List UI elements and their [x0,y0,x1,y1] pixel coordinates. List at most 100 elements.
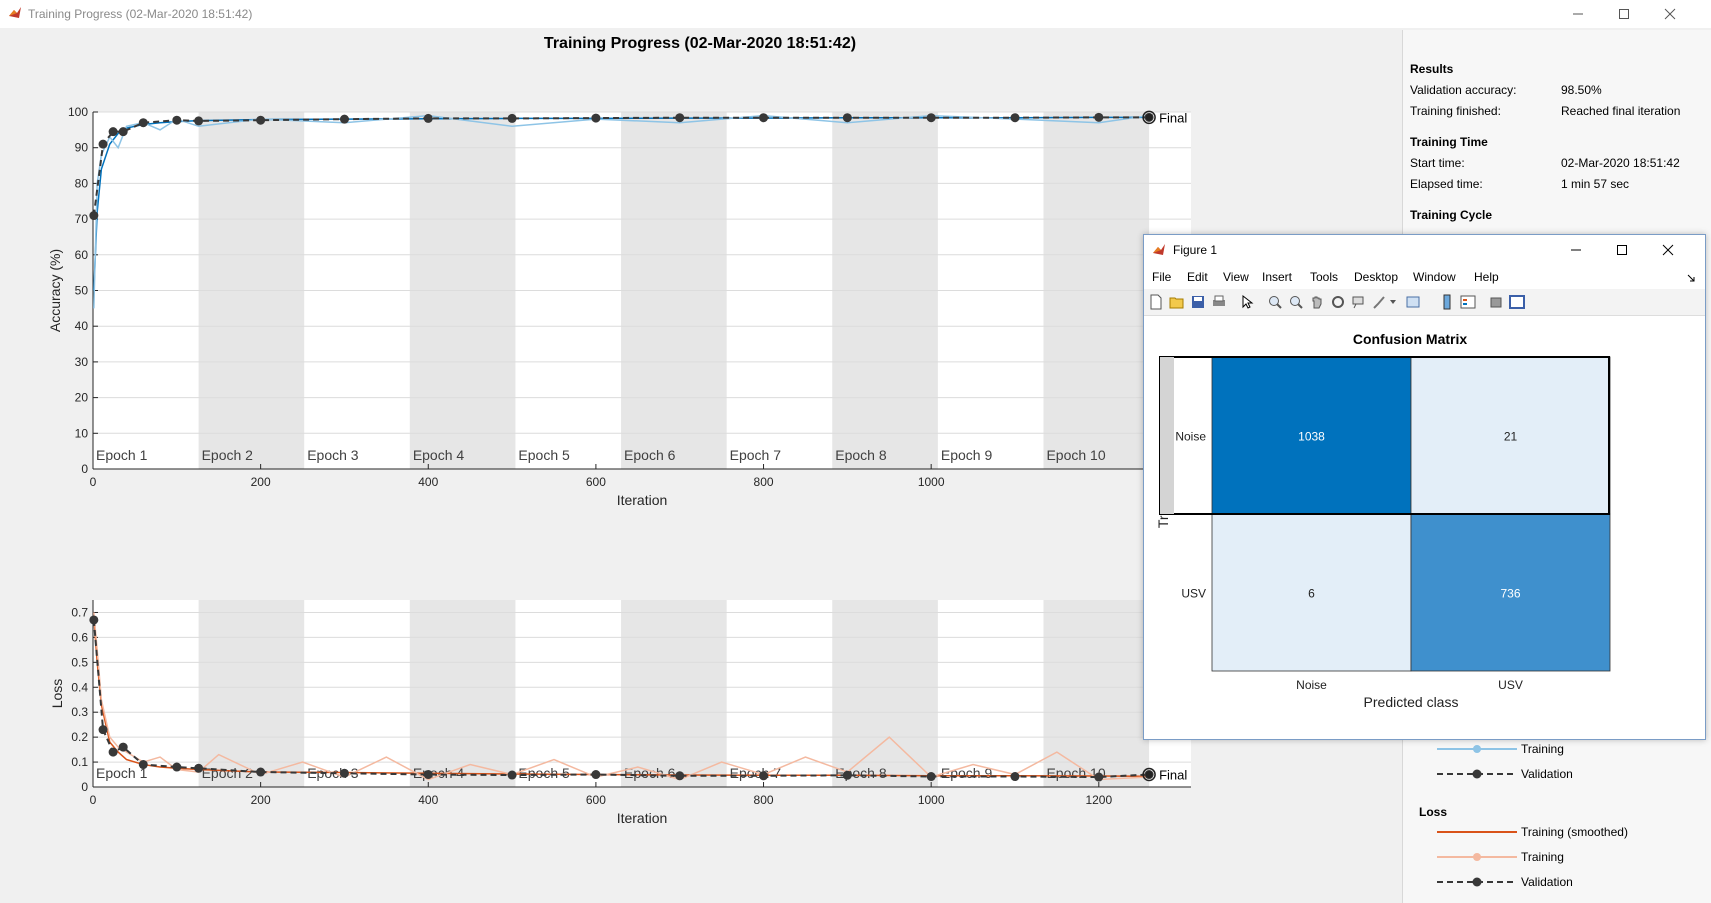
maximize-icon [1617,245,1627,255]
validation-accuracy-value: 98.50% [1561,83,1602,97]
matlab-logo-icon [9,7,21,18]
figure-menubar: File Edit View Insert Tools Desktop Wind… [1144,265,1705,289]
loss-plot[interactable]: 0 0.1 0.2 0.3 0.4 0.5 0.6 0.7 0 200 400 600 800 1000 1… [0,600,1400,903]
open-icon[interactable] [1169,294,1185,310]
figure-window[interactable]: Figure 1 File Edit View Insert Tools Des… [1143,234,1706,740]
print-icon[interactable] [1211,294,1227,310]
validation-point [675,771,685,781]
menu-desktop[interactable]: Desktop [1354,270,1399,284]
series-line [93,116,1150,291]
show-plot-tools-icon[interactable] [1509,294,1525,310]
maximize-button[interactable] [1601,0,1647,28]
legend-loss-training: Training [1521,850,1564,864]
pointer-icon[interactable] [1239,294,1255,310]
plot-title: Training Progress (02-Mar-2020 18:51:42) [543,35,857,52]
validation-point [842,770,852,780]
validation-point [118,127,128,137]
results-heading: Results [1410,62,1454,76]
validation-point [423,113,433,123]
validation-point [98,725,108,735]
menu-edit[interactable]: Edit [1187,270,1208,284]
brush-dropdown-icon[interactable] [1390,300,1396,304]
pan-icon[interactable] [1309,294,1325,310]
x-tick-label: 1000 [918,793,945,807]
validation-point [138,760,148,770]
y-tick-label: 0.6 [71,630,88,644]
validation-point [172,115,182,125]
cm-cell-value: 6 [1308,587,1315,601]
y-axis-label: Accuracy (%) [47,249,63,332]
training-finished-value: Reached final iteration [1561,104,1681,118]
menu-view[interactable]: View [1223,270,1249,284]
training-time-heading: Training Time [1410,135,1488,149]
epoch-band [621,600,727,787]
menu-file[interactable]: File [1152,270,1172,284]
menu-tools[interactable]: Tools [1310,270,1339,284]
x-tick-label: 600 [586,793,606,807]
colorbar-icon[interactable] [1439,294,1455,310]
final-marker-dot [1145,113,1153,121]
zoom-in-icon[interactable] [1267,294,1283,310]
confusion-matrix[interactable]: Confusion Matrix 1038 21 6 736 Noise USV Noise U… [1144,316,1705,739]
legend-accuracy-validation: Validation [1521,767,1573,781]
link-plot-icon[interactable] [1405,294,1421,310]
x-axis-label: Iteration [617,492,668,508]
cm-cell-value: 1038 [1298,430,1325,444]
legend-icon[interactable] [1460,294,1476,310]
save-icon[interactable] [1190,294,1206,310]
brush-icon[interactable] [1372,294,1388,310]
y-tick-label: 80 [75,176,89,190]
y-tick-label: 30 [75,355,89,369]
y-tick-label: 0.2 [71,730,88,744]
figure-minimize-button[interactable] [1553,235,1599,265]
elapsed-time-value: 1 min 57 sec [1561,177,1630,191]
validation-point [118,742,128,752]
x-tick-label: 200 [251,475,271,489]
final-marker [1142,767,1156,782]
dock-arrow-icon[interactable] [1687,274,1695,282]
epoch-band [409,600,516,787]
y-tick-label: 0 [81,780,88,794]
figure-toolbar [1144,289,1705,316]
legend-accuracy-validation-swatch [1437,769,1517,779]
series-line [93,114,1150,309]
validation-point [172,762,182,772]
validation-point [89,615,99,625]
series-line [93,612,1150,781]
validation-point [507,770,517,780]
epoch-label: Epoch 1 [96,765,148,781]
cm-cell [1410,356,1611,515]
final-marker-dot [1145,771,1153,779]
y-tick-label: 70 [75,212,89,226]
validation-point [138,118,148,128]
validation-point [339,114,349,124]
epoch-label: Epoch 4 [413,447,465,463]
cm-cell [1211,356,1412,515]
menu-help[interactable]: Help [1474,270,1499,284]
menu-insert[interactable]: Insert [1262,270,1293,284]
epoch-label: Epoch 2 [202,447,254,463]
close-button[interactable] [1647,0,1693,28]
new-figure-icon[interactable] [1148,294,1164,310]
figure-close-button[interactable] [1645,235,1691,265]
data-cursor-icon[interactable] [1351,294,1367,310]
legend-loss-training-swatch [1437,853,1517,861]
cm-row-label: Noise [1175,430,1206,444]
menu-window[interactable]: Window [1413,270,1456,284]
hide-plot-tools-icon[interactable] [1488,294,1504,310]
start-time-label: Start time: [1410,156,1465,170]
y-tick-label: 100 [68,105,88,119]
validation-point [759,771,769,781]
y-tick-label: 40 [75,319,89,333]
validation-point [926,113,936,123]
validation-point [759,113,769,123]
y-axis-label: Loss [49,679,65,709]
minimize-button[interactable] [1555,0,1601,28]
figure-maximize-button[interactable] [1599,235,1645,265]
rotate-icon[interactable] [1330,294,1346,310]
x-tick-label: 800 [754,475,774,489]
zoom-out-icon[interactable] [1288,294,1304,310]
validation-accuracy-label: Validation accuracy: [1410,83,1517,97]
validation-point [842,113,852,123]
